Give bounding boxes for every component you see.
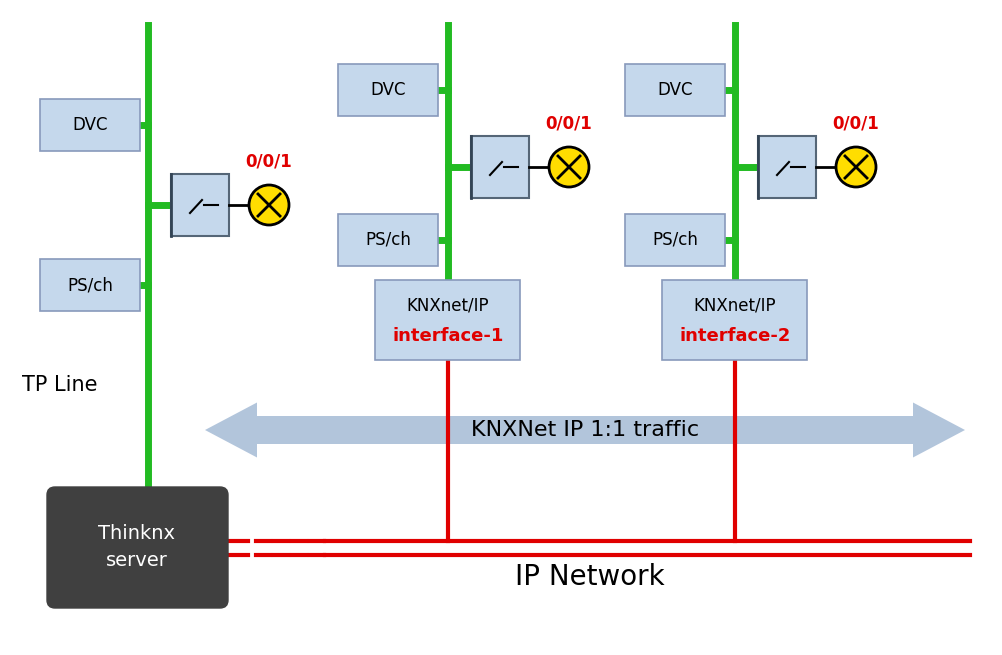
- FancyBboxPatch shape: [375, 280, 520, 360]
- FancyBboxPatch shape: [624, 214, 724, 266]
- FancyBboxPatch shape: [170, 174, 228, 236]
- FancyBboxPatch shape: [40, 259, 140, 311]
- Text: KNXnet/IP: KNXnet/IP: [693, 297, 776, 315]
- Text: DVC: DVC: [72, 116, 107, 134]
- Text: PS/ch: PS/ch: [365, 231, 411, 249]
- Text: TP Line: TP Line: [22, 375, 97, 395]
- Text: DVC: DVC: [656, 81, 692, 99]
- Text: interface-1: interface-1: [392, 327, 503, 345]
- Text: KNXnet/IP: KNXnet/IP: [406, 297, 489, 315]
- FancyBboxPatch shape: [40, 99, 140, 151]
- Circle shape: [248, 185, 289, 225]
- FancyBboxPatch shape: [758, 136, 816, 198]
- Text: 0/0/1: 0/0/1: [545, 115, 592, 133]
- Text: Thinknx
server: Thinknx server: [98, 524, 175, 570]
- FancyBboxPatch shape: [47, 487, 227, 608]
- FancyBboxPatch shape: [471, 136, 528, 198]
- Text: interface-2: interface-2: [678, 327, 790, 345]
- Text: KNXNet IP 1:1 traffic: KNXNet IP 1:1 traffic: [471, 420, 698, 440]
- Text: 0/0/1: 0/0/1: [832, 115, 879, 133]
- Circle shape: [548, 147, 588, 187]
- Text: PS/ch: PS/ch: [651, 231, 697, 249]
- Circle shape: [835, 147, 875, 187]
- Polygon shape: [204, 403, 964, 457]
- FancyBboxPatch shape: [338, 214, 438, 266]
- FancyBboxPatch shape: [624, 64, 724, 116]
- Text: IP Network: IP Network: [515, 563, 664, 591]
- Text: PS/ch: PS/ch: [67, 276, 113, 294]
- FancyBboxPatch shape: [662, 280, 807, 360]
- Text: DVC: DVC: [370, 81, 406, 99]
- Text: 0/0/1: 0/0/1: [245, 153, 293, 171]
- FancyBboxPatch shape: [338, 64, 438, 116]
